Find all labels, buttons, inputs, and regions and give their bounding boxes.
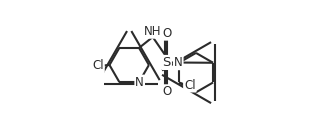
Text: O: O	[162, 27, 171, 40]
Text: NH: NH	[144, 25, 162, 38]
Text: N: N	[174, 56, 183, 69]
Text: N: N	[135, 76, 144, 89]
Text: Cl: Cl	[92, 59, 104, 72]
Text: Cl: Cl	[184, 79, 196, 92]
Text: O: O	[162, 85, 171, 98]
Text: S: S	[163, 56, 171, 69]
